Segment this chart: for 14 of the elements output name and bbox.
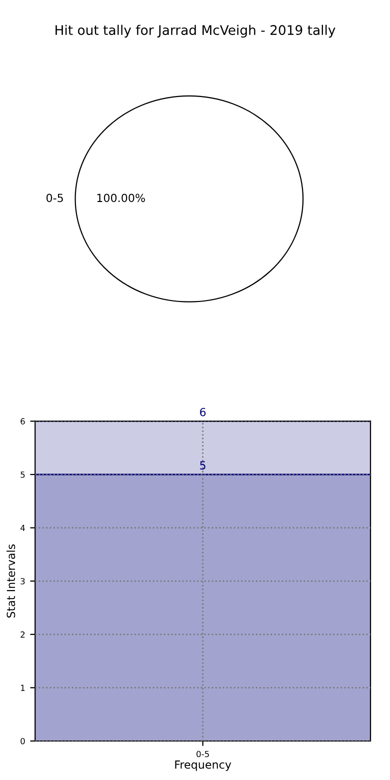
data-label: 100.00% <box>97 194 145 202</box>
x-axis-title: Frequency <box>175 760 232 771</box>
slice-label: 0-5 <box>46 194 63 202</box>
y-axis-title: Stat Intervals <box>6 544 16 618</box>
y-tick-label: 6 <box>20 418 25 424</box>
data-label: 5 <box>200 461 206 470</box>
total-label: 6 <box>200 408 206 416</box>
y-tick-label: 3 <box>20 578 25 584</box>
chart-title: Hit out tally for Jarrad McVeigh - 2019 tally <box>56 24 336 38</box>
y-tick-label: 2 <box>20 631 25 638</box>
y-tick-label: 1 <box>20 684 25 691</box>
y-tick-label: 4 <box>20 524 25 531</box>
y-tick-label: 5 <box>20 472 25 478</box>
y-tick-label: 0 <box>20 738 25 744</box>
